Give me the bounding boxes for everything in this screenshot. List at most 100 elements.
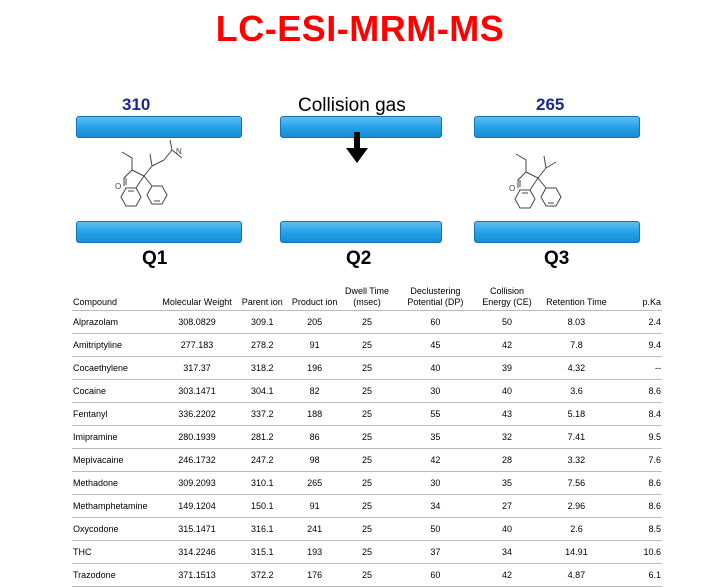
column-header: Declustering Potential (DP) [394, 268, 476, 311]
table-cell: 40 [475, 517, 538, 541]
table-cell: 86 [290, 425, 340, 449]
svg-text:O: O [115, 182, 121, 191]
table-cell: 205 [290, 310, 340, 334]
table-cell: 309.1 [234, 310, 291, 334]
table-cell: 10.6 [614, 540, 662, 564]
table-cell: 14.91 [537, 540, 615, 564]
table-cell: 25 [339, 540, 395, 564]
precursor-ion-label: 310 [122, 95, 151, 114]
svg-text:O: O [509, 184, 515, 193]
column-header: Molecular Weight [159, 268, 235, 311]
compound-name-cell: Cocaine [72, 379, 160, 403]
q2-top-rod [280, 116, 442, 138]
column-header: Collision Energy (CE) [475, 268, 538, 311]
table-cell: 303.1471 [159, 379, 235, 403]
table-cell: 196 [290, 356, 340, 380]
table-row: Imipramine 280.1939 281.2 86 25 35 32 7.41 9.5 [72, 425, 662, 449]
compound-name-cell: Imipramine [72, 425, 160, 449]
product-ion-label: 265 [536, 95, 565, 114]
table-cell: 304.1 [234, 379, 291, 403]
table-cell: 34 [394, 494, 476, 518]
table-cell: 372.2 [234, 563, 291, 587]
table-cell: 2.6 [537, 517, 615, 541]
table-cell: 82 [290, 379, 340, 403]
table-cell: 9.4 [614, 333, 662, 357]
table-cell: 246.1732 [159, 448, 235, 472]
table-cell: 309.2093 [159, 471, 235, 495]
q1-top-rod [76, 116, 242, 138]
q2-label: Q2 [346, 248, 372, 269]
table-cell: 35 [394, 425, 476, 449]
table-row: Cocaethylene 317.37 318.2 196 25 40 39 4.32 -- [72, 356, 662, 380]
table-cell: 308.0829 [159, 310, 235, 334]
table-cell: 60 [394, 310, 476, 334]
table-cell: 50 [394, 517, 476, 541]
table-row: Fentanyl 336.2202 337.2 188 25 55 43 5.18 8.4 [72, 402, 662, 426]
table-row: Methadone 309.2093 310.1 265 25 30 35 7.56 8.6 [72, 471, 662, 495]
table-cell: 5.18 [537, 402, 615, 426]
table-cell: 25 [339, 471, 395, 495]
precursor-molecule-structure: O N [115, 139, 183, 207]
table-cell: 25 [339, 333, 395, 357]
compound-name-cell: Oxycodone [72, 517, 160, 541]
table-cell: 9.5 [614, 425, 662, 449]
table-cell: 317.37 [159, 356, 235, 380]
table-cell: 7.41 [537, 425, 615, 449]
table-row: Mepivacaine 246.1732 247.2 98 25 42 28 3.32 7.6 [72, 448, 662, 472]
table-cell: 8.6 [614, 379, 662, 403]
q3-top-rod [474, 116, 640, 138]
compound-name-cell: Mepivacaine [72, 448, 160, 472]
q2-bottom-rod [280, 221, 442, 243]
product-molecule-structure: O [509, 153, 562, 209]
table-cell: 315.1 [234, 540, 291, 564]
svg-text:N: N [176, 147, 182, 156]
table-cell: 25 [339, 563, 395, 587]
compound-name-cell: THC [72, 540, 160, 564]
table-cell: 6.1 [614, 563, 662, 587]
table-cell: 280.1939 [159, 425, 235, 449]
table-cell: 27 [475, 494, 538, 518]
table-cell: 314.2246 [159, 540, 235, 564]
table-row: Cocaine 303.1471 304.1 82 25 30 40 3.6 8.6 [72, 379, 662, 403]
q1-label: Q1 [142, 248, 168, 269]
compound-name-cell: Amitriptyline [72, 333, 160, 357]
collision-gas-arrow-icon [346, 132, 368, 163]
table-cell: 7.8 [537, 333, 615, 357]
table-cell: 150.1 [234, 494, 291, 518]
table-cell: 4.32 [537, 356, 615, 380]
table-cell: 2.4 [614, 310, 662, 334]
collision-gas-label: Collision gas [298, 95, 406, 116]
table-body: Alprazolam 308.0829 309.1 205 25 60 50 8.03 2.4 A… [72, 310, 662, 587]
table-row: Methamphetamine 149.1204 150.1 91 25 34 27 2.96… [72, 494, 662, 518]
table-cell: 42 [475, 563, 538, 587]
table-cell: 176 [290, 563, 340, 587]
table-cell: 7.56 [537, 471, 615, 495]
q3-label: Q3 [544, 248, 570, 269]
page-title: LC-ESI-MRM-MS [215, 8, 505, 49]
table-cell: 8.03 [537, 310, 615, 334]
table-cell: 25 [339, 425, 395, 449]
table-cell: 25 [339, 494, 395, 518]
column-header: p.Ka [614, 268, 662, 311]
table-cell: 42 [475, 333, 538, 357]
compound-name-cell: Cocaethylene [72, 356, 160, 380]
compound-name-cell: Methadone [72, 471, 160, 495]
table-cell: 43 [475, 402, 538, 426]
table-cell: 40 [475, 379, 538, 403]
table-cell: 32 [475, 425, 538, 449]
table-cell: 91 [290, 494, 340, 518]
table-cell: 25 [339, 356, 395, 380]
table-cell: -- [614, 356, 662, 380]
table-cell: 30 [394, 379, 476, 403]
table-cell: 336.2202 [159, 402, 235, 426]
table-cell: 310.1 [234, 471, 291, 495]
table-cell: 3.32 [537, 448, 615, 472]
compound-name-cell: Trazodone [72, 563, 160, 587]
table-cell: 281.2 [234, 425, 291, 449]
table-cell: 2.96 [537, 494, 615, 518]
table-cell: 60 [394, 563, 476, 587]
q3-bottom-rod [474, 221, 640, 243]
table-cell: 7.6 [614, 448, 662, 472]
column-header: Retention Time [537, 268, 615, 311]
table-cell: 278.2 [234, 333, 291, 357]
